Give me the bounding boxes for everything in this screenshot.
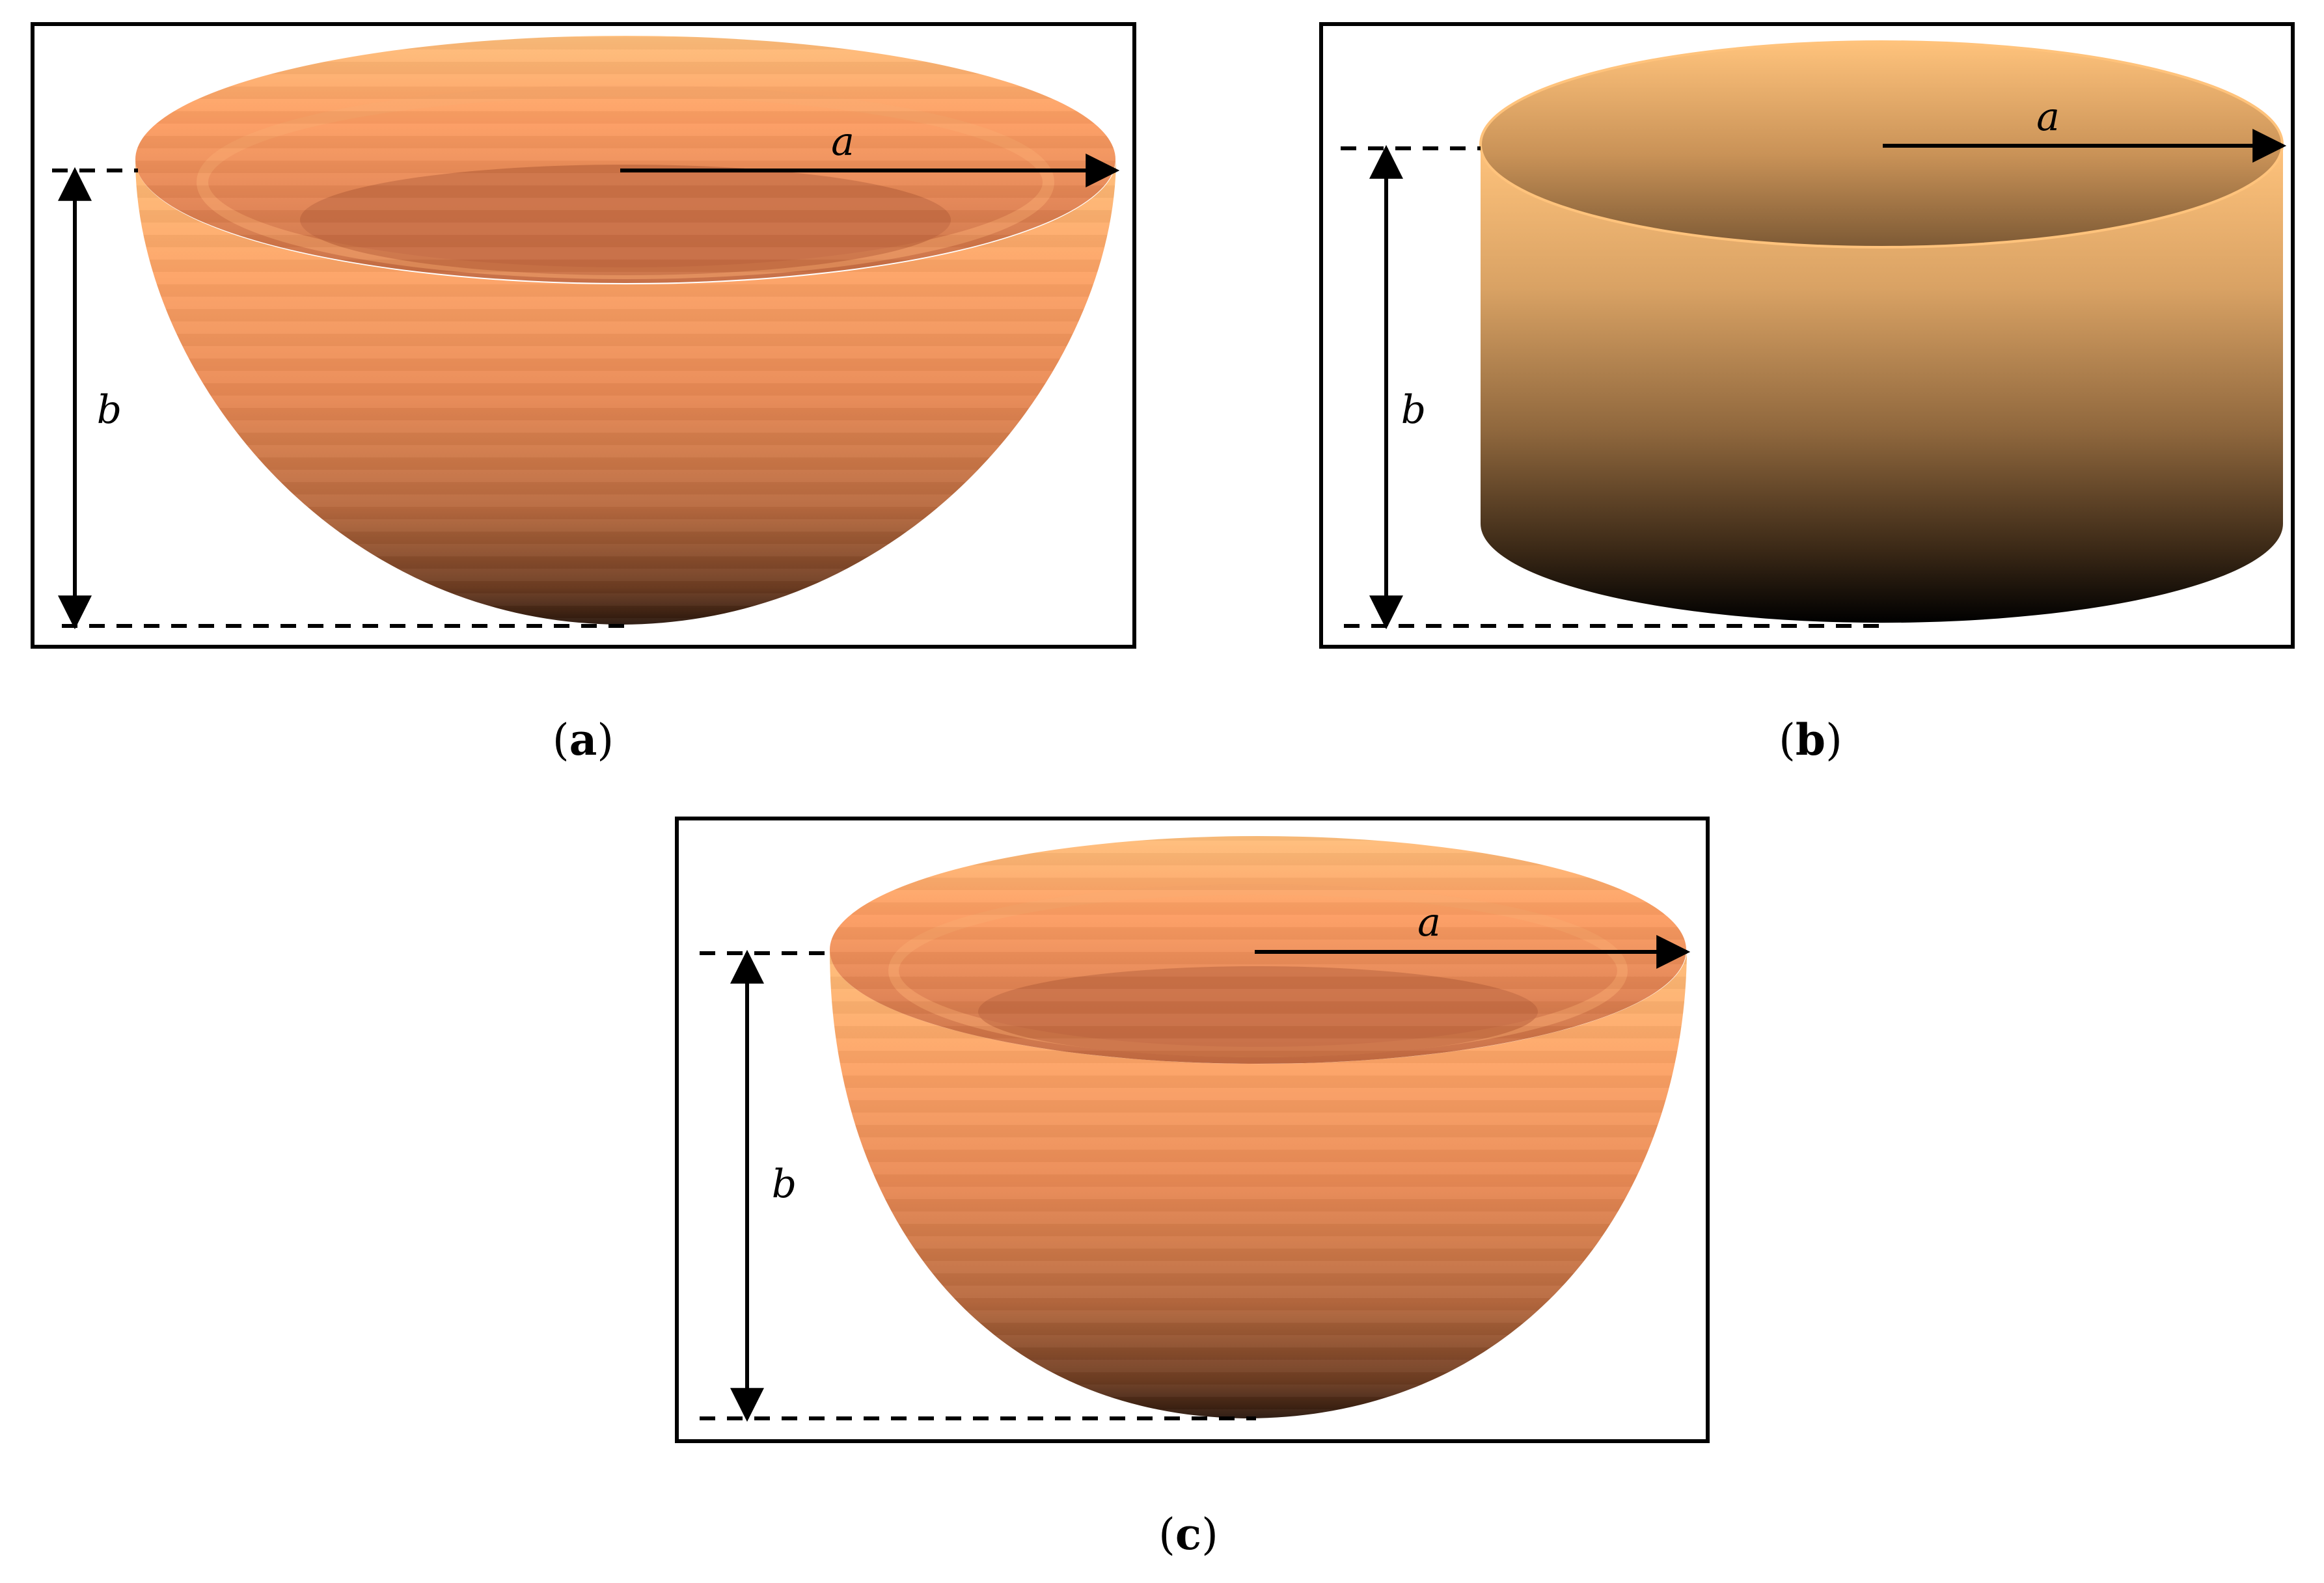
cylinder-body	[1481, 144, 2283, 623]
caption-c: (c)	[1158, 1509, 1218, 1560]
cylinder-top-opening	[1481, 42, 2282, 247]
bowl-a-rim-bands	[135, 36, 1115, 283]
bowl-a-outer-bands	[135, 159, 1116, 625]
height-a-label: b	[97, 387, 122, 433]
panel-a: a b	[31, 22, 1136, 649]
radius-a-label: a	[831, 119, 854, 165]
panel-a-frame	[31, 22, 1136, 649]
caption-a: (a)	[553, 714, 614, 765]
height-c-label: b	[772, 1161, 797, 1207]
panel-b-frame	[1319, 22, 2295, 649]
bowl-c-outer-bands	[830, 950, 1687, 1418]
caption-b: (b)	[1779, 714, 1842, 765]
panel-b: a b	[1319, 22, 2295, 649]
panel-c-frame	[675, 817, 1710, 1443]
panel-c: a b	[675, 817, 1710, 1443]
height-b-label: b	[1401, 387, 1426, 433]
radius-b-label: a	[2036, 94, 2060, 140]
radius-c-label: a	[1417, 900, 1441, 945]
